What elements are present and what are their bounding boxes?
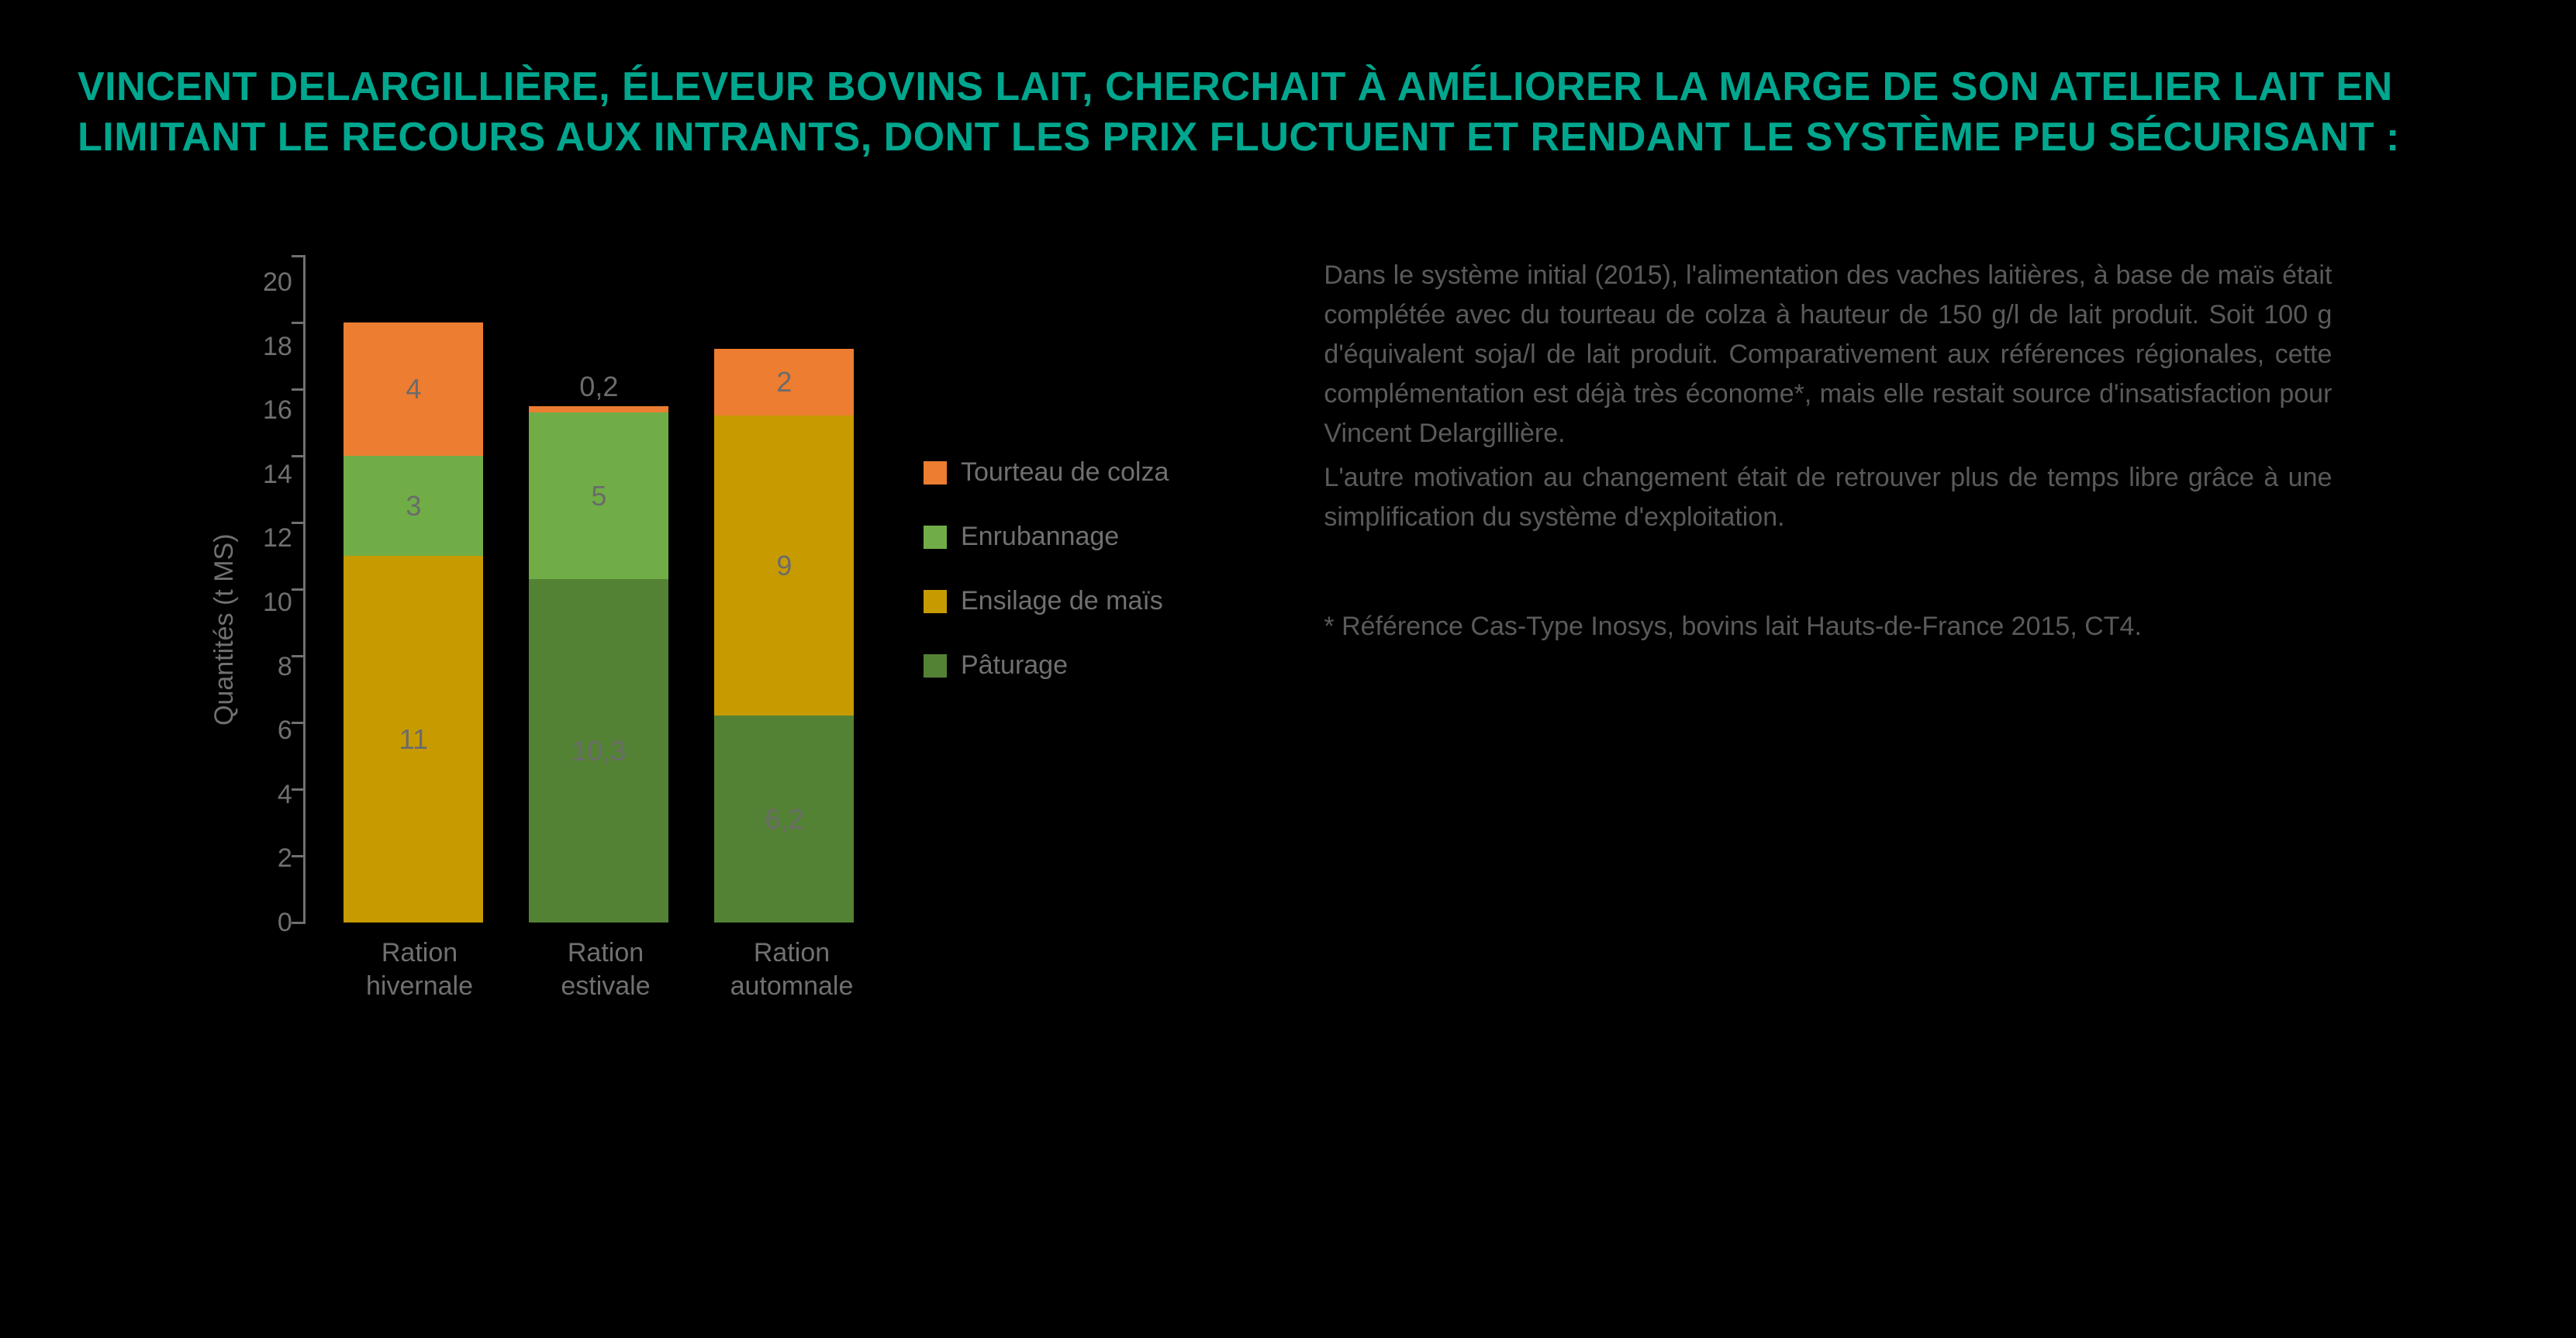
x-label: Rationautomnale [722, 936, 862, 1002]
bar-segment: 6,2 [714, 716, 854, 922]
y-tick: 6 [263, 717, 292, 743]
x-axis-row: Rationhivernale Rationestivale Rationautom… [263, 922, 900, 1002]
y-tick: 16 [263, 397, 292, 423]
y-tick: 8 [263, 653, 292, 680]
x-label: Rationhivernale [350, 936, 489, 1002]
footnote: * Référence Cas-Type Inosys, bovins lait… [1324, 607, 2332, 647]
bar-column: 1134 [344, 322, 483, 922]
bar-segment: 2 [714, 349, 854, 416]
y-tick-mark [292, 655, 306, 657]
bar-segment: 5 [529, 412, 668, 579]
legend-item: Pâturage [924, 650, 1169, 681]
y-tick: 18 [263, 333, 292, 360]
page-headline: VINCENT DELARGILLIÈRE, ÉLEVEUR BOVINS LA… [78, 62, 2404, 163]
legend-label: Pâturage [961, 650, 1068, 681]
y-tick-mark [292, 788, 306, 791]
legend: Tourteau de colza Enrubannage Ensilage de … [924, 256, 1169, 681]
y-tick: 20 [263, 269, 292, 295]
legend-label: Ensilage de maïs [961, 586, 1163, 616]
bar-segment: 3 [344, 456, 483, 556]
y-tick: 14 [263, 461, 292, 488]
legend-swatch [924, 461, 947, 485]
y-tick: 10 [263, 589, 292, 616]
plot-area: 02468101214161820 113410,350,26,292 [263, 256, 900, 922]
y-tick-mark [292, 255, 306, 257]
bars-zone: 1134 10,350,2 6,292 [303, 256, 893, 922]
y-tick-mark [292, 455, 306, 457]
bar-segment: 4 [344, 322, 483, 456]
legend-swatch [924, 590, 947, 613]
y-tick-mark [292, 388, 306, 391]
y-tick-mark [292, 322, 306, 324]
bar-column: 10,350,2 [529, 406, 668, 922]
bar-column: 6,292 [714, 349, 854, 922]
content-row: Quantités (t MS) 02468101214161820 11341… [78, 256, 2498, 1002]
plot-wrap: 02468101214161820 113410,350,26,292 Rati… [263, 256, 900, 1002]
bar-segment [529, 406, 668, 413]
legend-swatch [924, 526, 947, 549]
y-tick-mark [292, 522, 306, 524]
paragraph-2: L'autre motivation au changement était d… [1324, 458, 2332, 537]
y-tick-mark [292, 588, 306, 591]
legend-label: Enrubannage [961, 522, 1119, 552]
y-tick-mark [292, 855, 306, 857]
y-tick: 2 [263, 845, 292, 871]
x-labels: Rationhivernale Rationestivale Rationautom… [311, 922, 900, 1002]
legend-item: Tourteau de colza [924, 457, 1169, 488]
bar-segment: 9 [714, 416, 854, 716]
legend-label: Tourteau de colza [961, 457, 1169, 488]
y-tick: 4 [263, 781, 292, 808]
bars-row: 1134 10,350,2 6,292 [306, 256, 893, 922]
legend-swatch [924, 654, 947, 678]
legend-item: Enrubannage [924, 522, 1169, 552]
bar-segment: 10,3 [529, 579, 668, 922]
y-axis-label: Quantités (t MS) [202, 513, 240, 746]
chart-block: Quantités (t MS) 02468101214161820 11341… [78, 256, 1169, 1002]
y-tick-mark [292, 722, 306, 724]
paragraph-1: Dans le système initial (2015), l'alimen… [1324, 256, 2332, 453]
y-tick: 0 [263, 909, 292, 936]
x-label: Rationestivale [536, 936, 675, 1002]
body-text: Dans le système initial (2015), l'alimen… [1324, 256, 2332, 647]
legend-item: Ensilage de maïs [924, 586, 1169, 616]
y-tick-mark [292, 922, 306, 924]
y-tick: 12 [263, 525, 292, 551]
bar-segment: 11 [344, 556, 483, 922]
